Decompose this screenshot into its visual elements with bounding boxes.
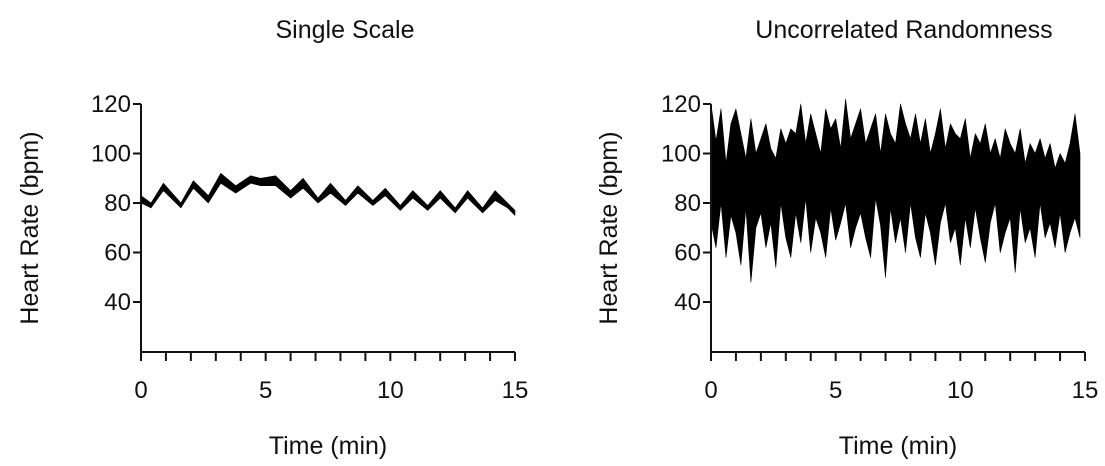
y-tick-label: 100 — [91, 141, 131, 168]
marks-layer — [711, 99, 1080, 282]
chart-title: Single Scale — [276, 16, 415, 44]
y-tick-label: 80 — [674, 190, 701, 217]
x-tick-label: 0 — [704, 377, 717, 404]
ticks-layer: 40 60 80 100 120 0 5 10 15 — [91, 91, 528, 404]
y-tick-label: 80 — [104, 190, 131, 217]
chart-panel-uncorrelated-randomness: Uncorrelated Randomness 40 60 80 100 120 0 5 10… — [595, 16, 1098, 460]
y-tick-label: 120 — [91, 91, 131, 118]
marks-layer — [141, 173, 515, 215]
y-tick-label: 120 — [661, 91, 701, 118]
x-tick-label: 10 — [377, 377, 404, 404]
y-tick-label: 60 — [674, 240, 701, 267]
y-tick-label: 40 — [104, 289, 131, 316]
chart-panel-single-scale: Single Scale 40 60 80 100 120 0 5 10 15 Heart Ra… — [16, 16, 528, 460]
y-tick-label: 40 — [674, 289, 701, 316]
x-axis-label: Time (min) — [269, 432, 388, 460]
x-tick-label: 5 — [259, 377, 272, 404]
x-axis-label: Time (min) — [839, 432, 958, 460]
series-band — [711, 99, 1080, 282]
x-tick-label: 15 — [502, 377, 529, 404]
chart-title: Uncorrelated Randomness — [755, 16, 1052, 44]
y-axis-label: Heart Rate (bpm) — [595, 131, 623, 324]
x-tick-label: 0 — [134, 377, 147, 404]
series-band — [141, 173, 515, 215]
y-tick-label: 100 — [661, 141, 701, 168]
x-tick-label: 10 — [947, 377, 974, 404]
x-tick-label: 5 — [829, 377, 842, 404]
y-axis-label: Heart Rate (bpm) — [16, 131, 44, 324]
y-tick-label: 60 — [104, 240, 131, 267]
x-tick-label: 15 — [1072, 377, 1099, 404]
